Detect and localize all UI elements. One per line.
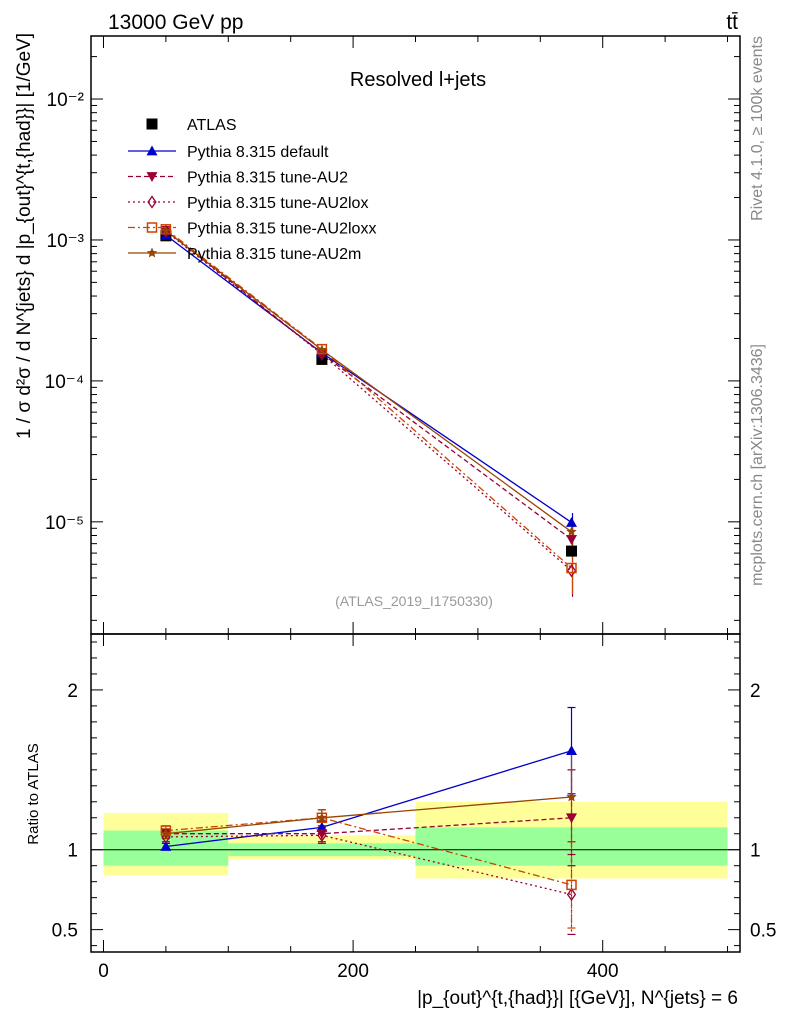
ratio-series-point [566,745,578,756]
ratio-series-point [566,791,577,802]
y-tick-label: 10⁻⁴ [45,372,84,393]
legend-label: Pythia 8.315 default [187,144,329,161]
legend: ATLAS Pythia 8.315 default Pythia 8.315 tu… [128,117,376,263]
ratio-series-point [160,828,172,839]
ratio-y-tick-label: 0.5 [52,921,78,942]
ratio-y-tick-label-right: 0.5 [750,921,776,942]
legend-marker [146,145,158,156]
analysis-label: (ATLAS_2019_I1750330) [335,593,493,609]
ratio-series-point [566,887,577,902]
ratio-series-point [566,879,577,891]
main-series-point [566,526,577,537]
ratio-axes: 0 200 400 0.5 0.5 1 1 2 2 [52,634,776,982]
rivet-label: Rivet 4.1.0, ≥ 100k events [749,36,766,221]
legend-label: Pythia 8.315 tune-AU2loxx [187,221,376,238]
ratio-series-point [317,828,327,842]
ratio-series-point [160,841,172,851]
ratio-series-point [316,821,328,832]
data-point [566,545,578,557]
legend-label: Pythia 8.315 tune-AU2lox [187,195,368,212]
ratio-series [160,706,578,936]
legend-marker [146,222,158,233]
ratio-y-tick-label-right: 2 [750,681,761,702]
ratio-series-point [566,813,578,824]
main-series-point [566,516,578,527]
chart-title: Resolved l+jets [350,69,486,91]
ratio-y-tick-label: 2 [67,681,78,702]
legend-marker [146,247,158,258]
legend-marker-atlas [146,118,158,130]
ratio-panel-frame [90,633,741,953]
main-series-point [566,564,577,578]
legend-label-atlas: ATLAS [187,117,237,134]
ratio-y-tick-label: 1 [67,841,78,862]
y-axis-label-text: 1 / σ d²σ / d N^{jets} d |p_{out}^{t,{ha… [14,33,35,439]
ratio-series-point [316,829,328,840]
main-series-line [165,230,572,572]
main-series-point [316,344,328,355]
legend-label: Pythia 8.315 tune-AU2m [187,246,361,263]
header-left-label: 13000 GeV pp [108,11,243,34]
mcplots-label: mcplots.cern.ch [arXiv:1306.3436] [749,344,766,586]
x-tick-label: 400 [587,961,619,982]
main-series-point [160,225,172,236]
main-series-point [566,535,578,545]
x-axis-label: |p_{out}^{t,{had}}| [{GeV}], N^{jets} = … [417,988,738,1009]
main-series-line [165,234,572,523]
y-tick-label: 10⁻² [47,90,85,111]
main-series [160,224,578,597]
ratio-bands [91,801,740,879]
y-tick-label: 10⁻⁵ [45,513,84,534]
main-series-point [566,562,577,574]
ratio-y-tick-label-right: 1 [750,841,761,862]
main-series-line [165,228,572,569]
main-axes: 10⁻⁵ 10⁻⁴ 10⁻³ 10⁻² [45,36,740,634]
ratio-series-point [316,812,328,823]
y-axis-label: 1 / σ d²σ / d N^{jets} d |p_{out}^{t,{ha… [14,33,35,439]
x-tick-label: 0 [98,961,109,982]
ratio-y-axis-label: Ratio to ATLAS [25,743,42,844]
legend-marker [146,172,158,182]
header-right-label: tt̄ [726,11,738,34]
legend-label: Pythia 8.315 tune-AU2 [187,170,348,187]
y-tick-label: 10⁻³ [47,231,85,252]
legend-marker [147,195,157,209]
x-tick-label: 200 [337,961,369,982]
main-series-line [165,229,572,540]
